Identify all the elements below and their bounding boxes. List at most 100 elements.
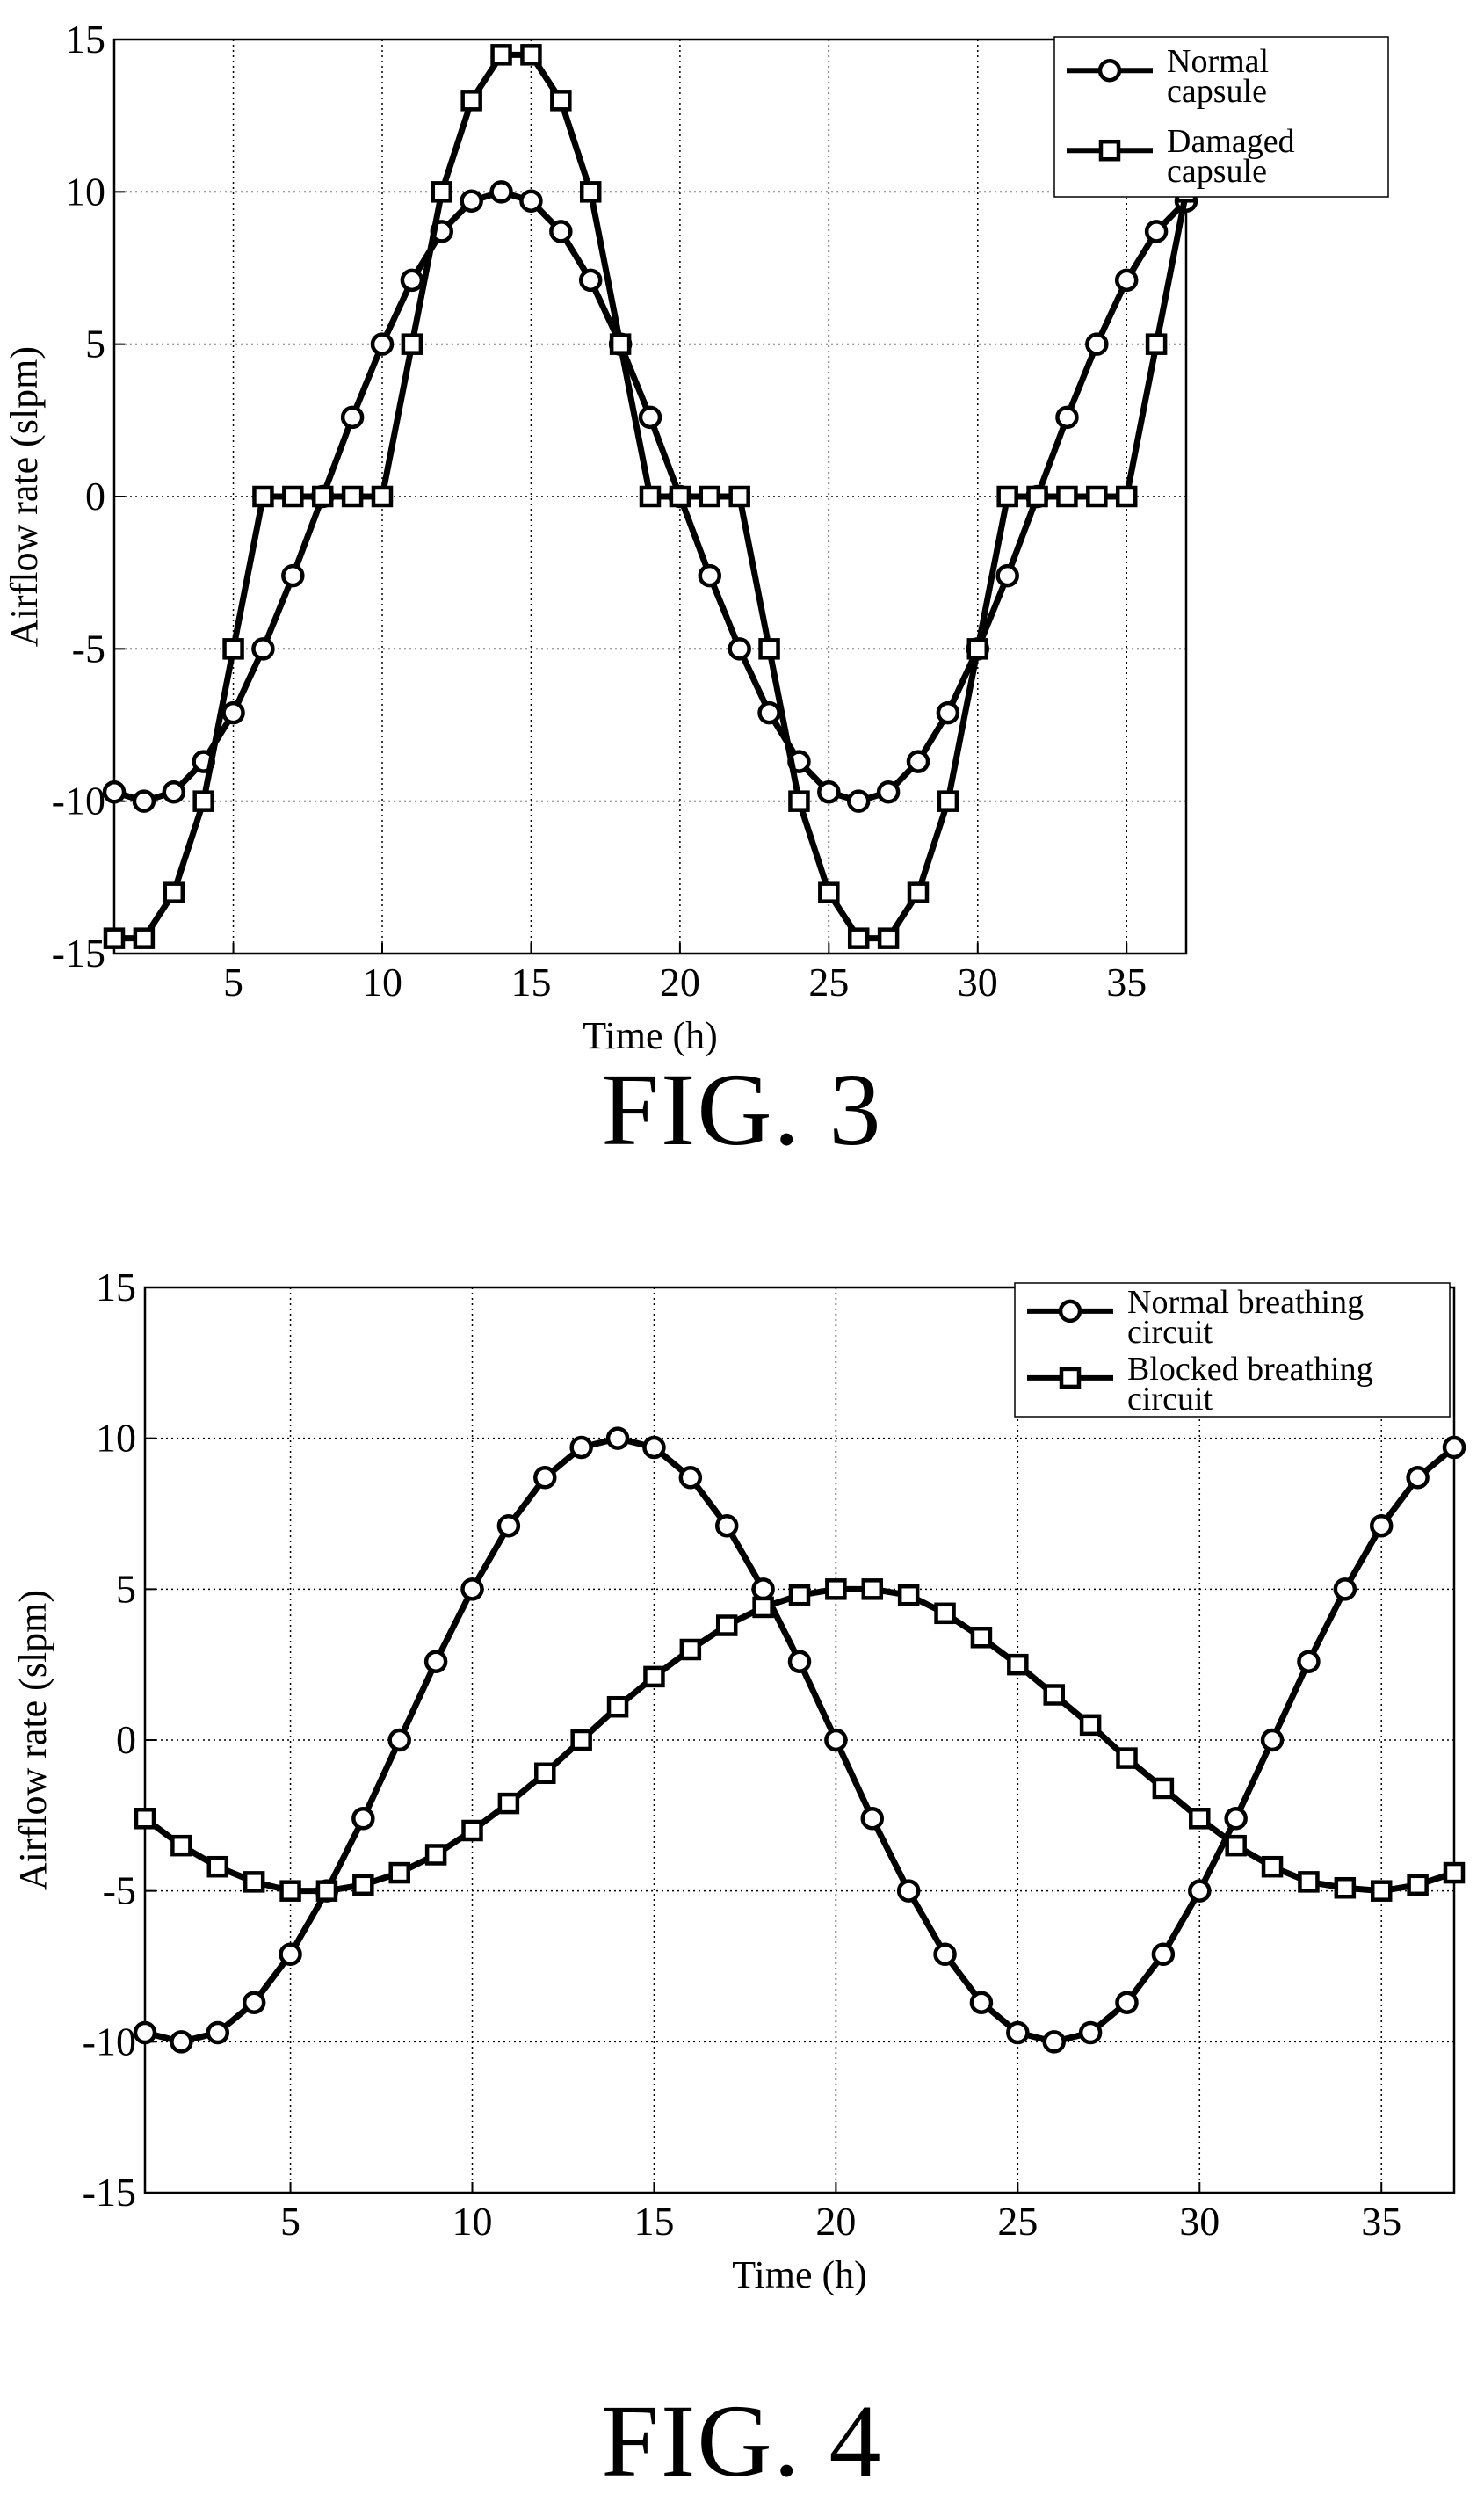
series-circle — [133, 1426, 1466, 2054]
data-point-circle — [423, 1650, 448, 1673]
data-point-circle — [933, 1942, 957, 1967]
data-point-circle — [876, 780, 901, 804]
data-point-square — [1115, 485, 1138, 508]
data-point-square — [163, 881, 185, 903]
data-point-square — [788, 1584, 811, 1606]
data-point-square — [1225, 1834, 1247, 1857]
y-axis-label: Airflow rate (slpm) — [11, 1590, 54, 1890]
data-point-square — [461, 1819, 483, 1842]
data-point-circle — [757, 700, 781, 725]
data-point-circle — [400, 268, 424, 293]
data-point-square — [1079, 1714, 1102, 1737]
x-tick-label: 20 — [660, 960, 700, 1004]
y-tick-label: -15 — [52, 931, 105, 975]
series-circle — [102, 180, 1198, 813]
data-point-square — [825, 1578, 847, 1600]
x-tick-label: 20 — [815, 2199, 856, 2244]
legend-marker-square — [1098, 139, 1121, 162]
data-point-square — [579, 181, 602, 203]
data-point-circle — [170, 2030, 193, 2054]
data-point-square — [970, 1627, 993, 1649]
data-point-circle — [1333, 1577, 1357, 1601]
data-point-square — [679, 1638, 702, 1661]
figure-caption: FIG. 3 — [601, 1052, 883, 1167]
data-point-square — [1370, 1880, 1393, 1902]
data-point-circle — [489, 180, 513, 204]
data-point-square — [252, 485, 274, 508]
data-point-square — [643, 1665, 665, 1688]
data-point-square — [1152, 1777, 1175, 1800]
data-point-square — [401, 333, 423, 355]
data-point-square — [424, 1844, 447, 1866]
line-chart-fig3: 5 10 15 20 25 30 35 15 10 5 0 -5 -10 -15 Time (h) Airfl… — [3, 17, 1389, 1057]
data-point-square — [490, 44, 512, 66]
data-point-circle — [906, 750, 930, 773]
data-point-circle — [605, 1426, 630, 1450]
data-point-square — [1056, 485, 1078, 508]
data-point-square — [699, 485, 721, 508]
data-point-square — [1334, 1876, 1357, 1899]
data-point-circle — [1151, 1942, 1176, 1967]
x-tick-label: 5 — [223, 960, 243, 1004]
data-point-circle — [936, 700, 960, 725]
data-point-circle — [1188, 1879, 1212, 1903]
x-tick-label: 30 — [958, 960, 998, 1004]
data-point-circle — [251, 637, 275, 661]
legend-box — [1014, 1282, 1451, 1418]
x-tick-label: 15 — [633, 2199, 674, 2244]
data-point-circle — [279, 1942, 302, 1967]
data-point-square — [606, 1695, 629, 1718]
data-point-circle — [751, 1577, 775, 1601]
data-point-circle — [206, 2020, 230, 2045]
x-tick-label: 10 — [452, 2199, 493, 2244]
data-point-square — [728, 485, 750, 508]
data-point-square — [966, 638, 989, 660]
y-axis-label: Airflow rate (slpm) — [3, 346, 46, 647]
x-tick-label: 35 — [1106, 960, 1147, 1004]
data-point-square — [243, 1871, 265, 1893]
data-point-circle — [1085, 332, 1109, 356]
data-point-square — [550, 90, 572, 112]
data-point-square — [388, 1861, 410, 1884]
data-point-circle — [549, 220, 573, 243]
data-point-square — [1443, 1861, 1466, 1884]
y-tick-label: -5 — [103, 1868, 136, 1913]
data-point-square — [1145, 333, 1168, 355]
x-tick-label: 10 — [362, 960, 402, 1004]
data-point-square — [222, 638, 244, 660]
data-point-circle — [132, 789, 156, 813]
data-point-circle — [896, 1879, 921, 1903]
y-tick-label: 15 — [96, 1265, 136, 1309]
legend-label: Normal capsule — [1167, 43, 1269, 110]
data-point-circle — [1260, 1728, 1285, 1752]
data-point-square — [170, 1834, 192, 1857]
data-point-square — [1007, 1653, 1029, 1676]
data-point-square — [937, 790, 959, 812]
data-point-circle — [519, 189, 543, 213]
data-point-circle — [714, 1513, 739, 1538]
data-point-square — [570, 1729, 592, 1751]
data-point-circle — [1078, 2020, 1103, 2045]
data-point-square — [311, 485, 334, 508]
data-point-square — [758, 638, 780, 660]
data-point-square — [907, 881, 930, 903]
y-tick-label: -5 — [72, 626, 105, 671]
data-point-square — [1086, 485, 1108, 508]
data-point-circle — [370, 332, 395, 356]
x-tick-label: 30 — [1179, 2199, 1220, 2244]
data-point-circle — [1406, 1466, 1430, 1490]
data-point-circle — [460, 189, 483, 213]
data-point-circle — [460, 1577, 484, 1601]
data-point-circle — [569, 1435, 593, 1460]
data-point-circle — [638, 405, 662, 430]
legend-marker-circle — [1097, 58, 1122, 83]
data-point-square — [520, 44, 542, 66]
data-point-circle — [242, 1991, 266, 2014]
data-point-circle — [1144, 220, 1169, 243]
data-point-square — [103, 927, 126, 949]
data-point-square — [315, 1880, 338, 1902]
y-tick-label: 5 — [116, 1566, 136, 1611]
data-point-circle — [1114, 268, 1139, 293]
data-point-circle — [340, 405, 365, 430]
data-point-square — [1116, 1747, 1138, 1769]
